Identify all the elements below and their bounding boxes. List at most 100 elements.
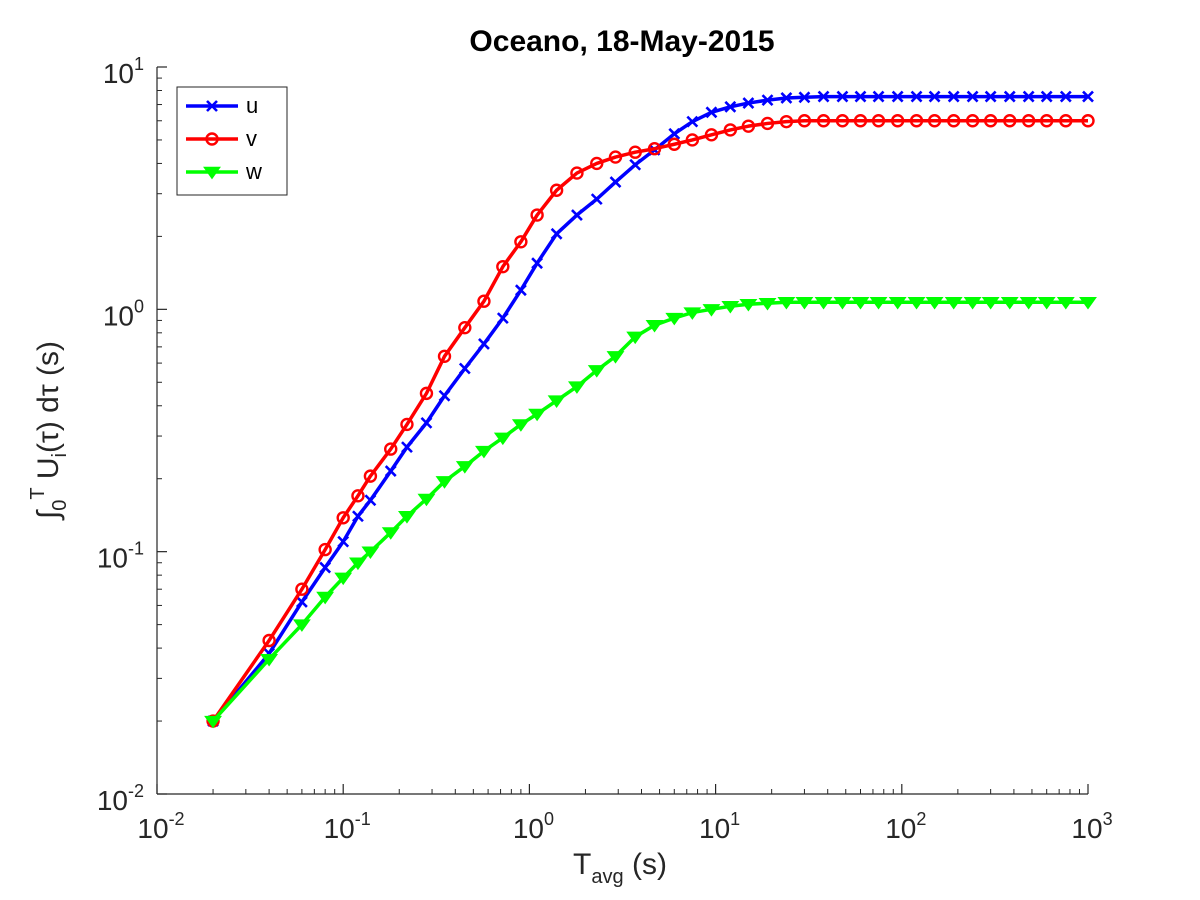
y-tick-label-exponent: -1 (128, 539, 144, 559)
data-point-v (927, 114, 942, 128)
data-point-w (316, 591, 335, 605)
data-point-w (907, 297, 926, 310)
data-point-w (587, 365, 606, 378)
data-point-w (606, 351, 625, 364)
data-point-w (349, 557, 367, 571)
data-point-v (1021, 114, 1036, 128)
data-point-w (455, 461, 474, 474)
chart-title: Oceano, 18-May-2015 (469, 25, 774, 58)
x-axis-label-sub: avg (591, 866, 623, 888)
y-tick-label-exponent: 0 (134, 296, 144, 316)
y-axis-label-sub: i (49, 453, 71, 457)
data-point-u (609, 176, 622, 189)
data-point-w (665, 312, 684, 326)
data-point-v (570, 166, 584, 180)
data-point-v (871, 114, 886, 128)
data-point-v (514, 235, 528, 249)
data-point-w (645, 320, 664, 333)
data-point-w (435, 476, 454, 489)
data-point-w (1079, 297, 1097, 310)
x-tick-label-exponent: 2 (916, 809, 926, 829)
data-point-u (496, 312, 509, 325)
data-point-u (514, 284, 527, 297)
series-v (206, 114, 1095, 728)
x-tick-label-exponent: 3 (1103, 809, 1113, 829)
data-point-v (723, 123, 738, 137)
x-tick-label-exponent: -2 (169, 809, 185, 829)
data-point-v (835, 114, 850, 128)
data-point-v (363, 469, 378, 483)
data-point-v (295, 582, 309, 596)
data-point-v (628, 145, 642, 159)
data-point-w (361, 546, 380, 559)
data-point-w (721, 301, 740, 314)
x-tick-label-exponent: 0 (544, 809, 554, 829)
data-point-w (398, 511, 416, 524)
data-point-w (626, 331, 645, 345)
x-tick-label-base: 10 (324, 813, 355, 844)
series-w (204, 297, 1097, 729)
data-point-u (742, 97, 755, 109)
y-tick-label: 10-1 (97, 539, 144, 574)
legend-marker-v (205, 132, 219, 146)
data-point-u (1059, 90, 1072, 103)
data-point-u (478, 337, 490, 350)
data-point-v (1003, 114, 1017, 128)
data-point-v (983, 114, 998, 128)
data-point-w (739, 298, 758, 312)
x-tick-label: 101 (699, 809, 740, 844)
x-tick-label-base: 10 (885, 813, 916, 844)
x-axis-label: Tavg (s) (573, 848, 667, 888)
y-axis-label: ∫0T Ui(τ) dτ (s) (27, 341, 71, 521)
data-point-w (475, 445, 493, 459)
data-point-u (891, 90, 904, 103)
y-axis-label-integral: ∫ (32, 509, 65, 521)
data-point-w (547, 395, 566, 408)
x-tick-label-base: 10 (1071, 813, 1102, 844)
x-tick-label-exponent: 1 (730, 809, 740, 829)
data-point-w (1000, 297, 1019, 310)
y-tick-label-base: 10 (103, 300, 134, 331)
data-point-u (295, 596, 308, 608)
data-point-u (686, 115, 699, 128)
data-point-u (854, 90, 867, 103)
data-point-u (761, 94, 774, 107)
data-point-w (981, 297, 1000, 310)
data-point-u (817, 90, 830, 103)
data-point-v (909, 114, 924, 128)
data-point-u (836, 90, 849, 103)
data-point-v (419, 386, 434, 401)
data-point-u (438, 389, 451, 402)
data-point-u (1022, 90, 1035, 103)
data-point-u (798, 91, 811, 104)
data-point-v (400, 417, 414, 432)
legend-marker-w (203, 166, 221, 180)
series-layer (204, 90, 1097, 729)
y-tick-label-base: 10 (97, 543, 128, 574)
data-point-u (1082, 90, 1094, 103)
data-point-v (647, 142, 662, 156)
legend: uvw (176, 86, 288, 196)
data-point-u (337, 535, 350, 548)
data-point-w (292, 619, 311, 632)
data-point-v (496, 259, 510, 274)
y-tick-label-exponent: 1 (134, 54, 144, 74)
data-point-v (760, 116, 775, 131)
x-tick-label-base: 10 (513, 813, 544, 844)
data-point-u (401, 441, 413, 454)
data-point-w (260, 653, 279, 667)
data-point-w (1056, 297, 1075, 310)
data-point-w (381, 527, 400, 540)
x-tick-label: 103 (1071, 809, 1112, 844)
data-point-w (683, 307, 702, 320)
x-tick-label-exponent: -1 (355, 809, 371, 829)
data-point-v (797, 114, 812, 128)
data-point-w (963, 297, 982, 310)
data-point-u (571, 209, 583, 221)
legend-label-u: u (246, 93, 258, 118)
data-point-v (1081, 114, 1095, 128)
data-point-v (590, 156, 604, 171)
data-point-w (417, 493, 436, 507)
plot-area (157, 67, 1088, 794)
